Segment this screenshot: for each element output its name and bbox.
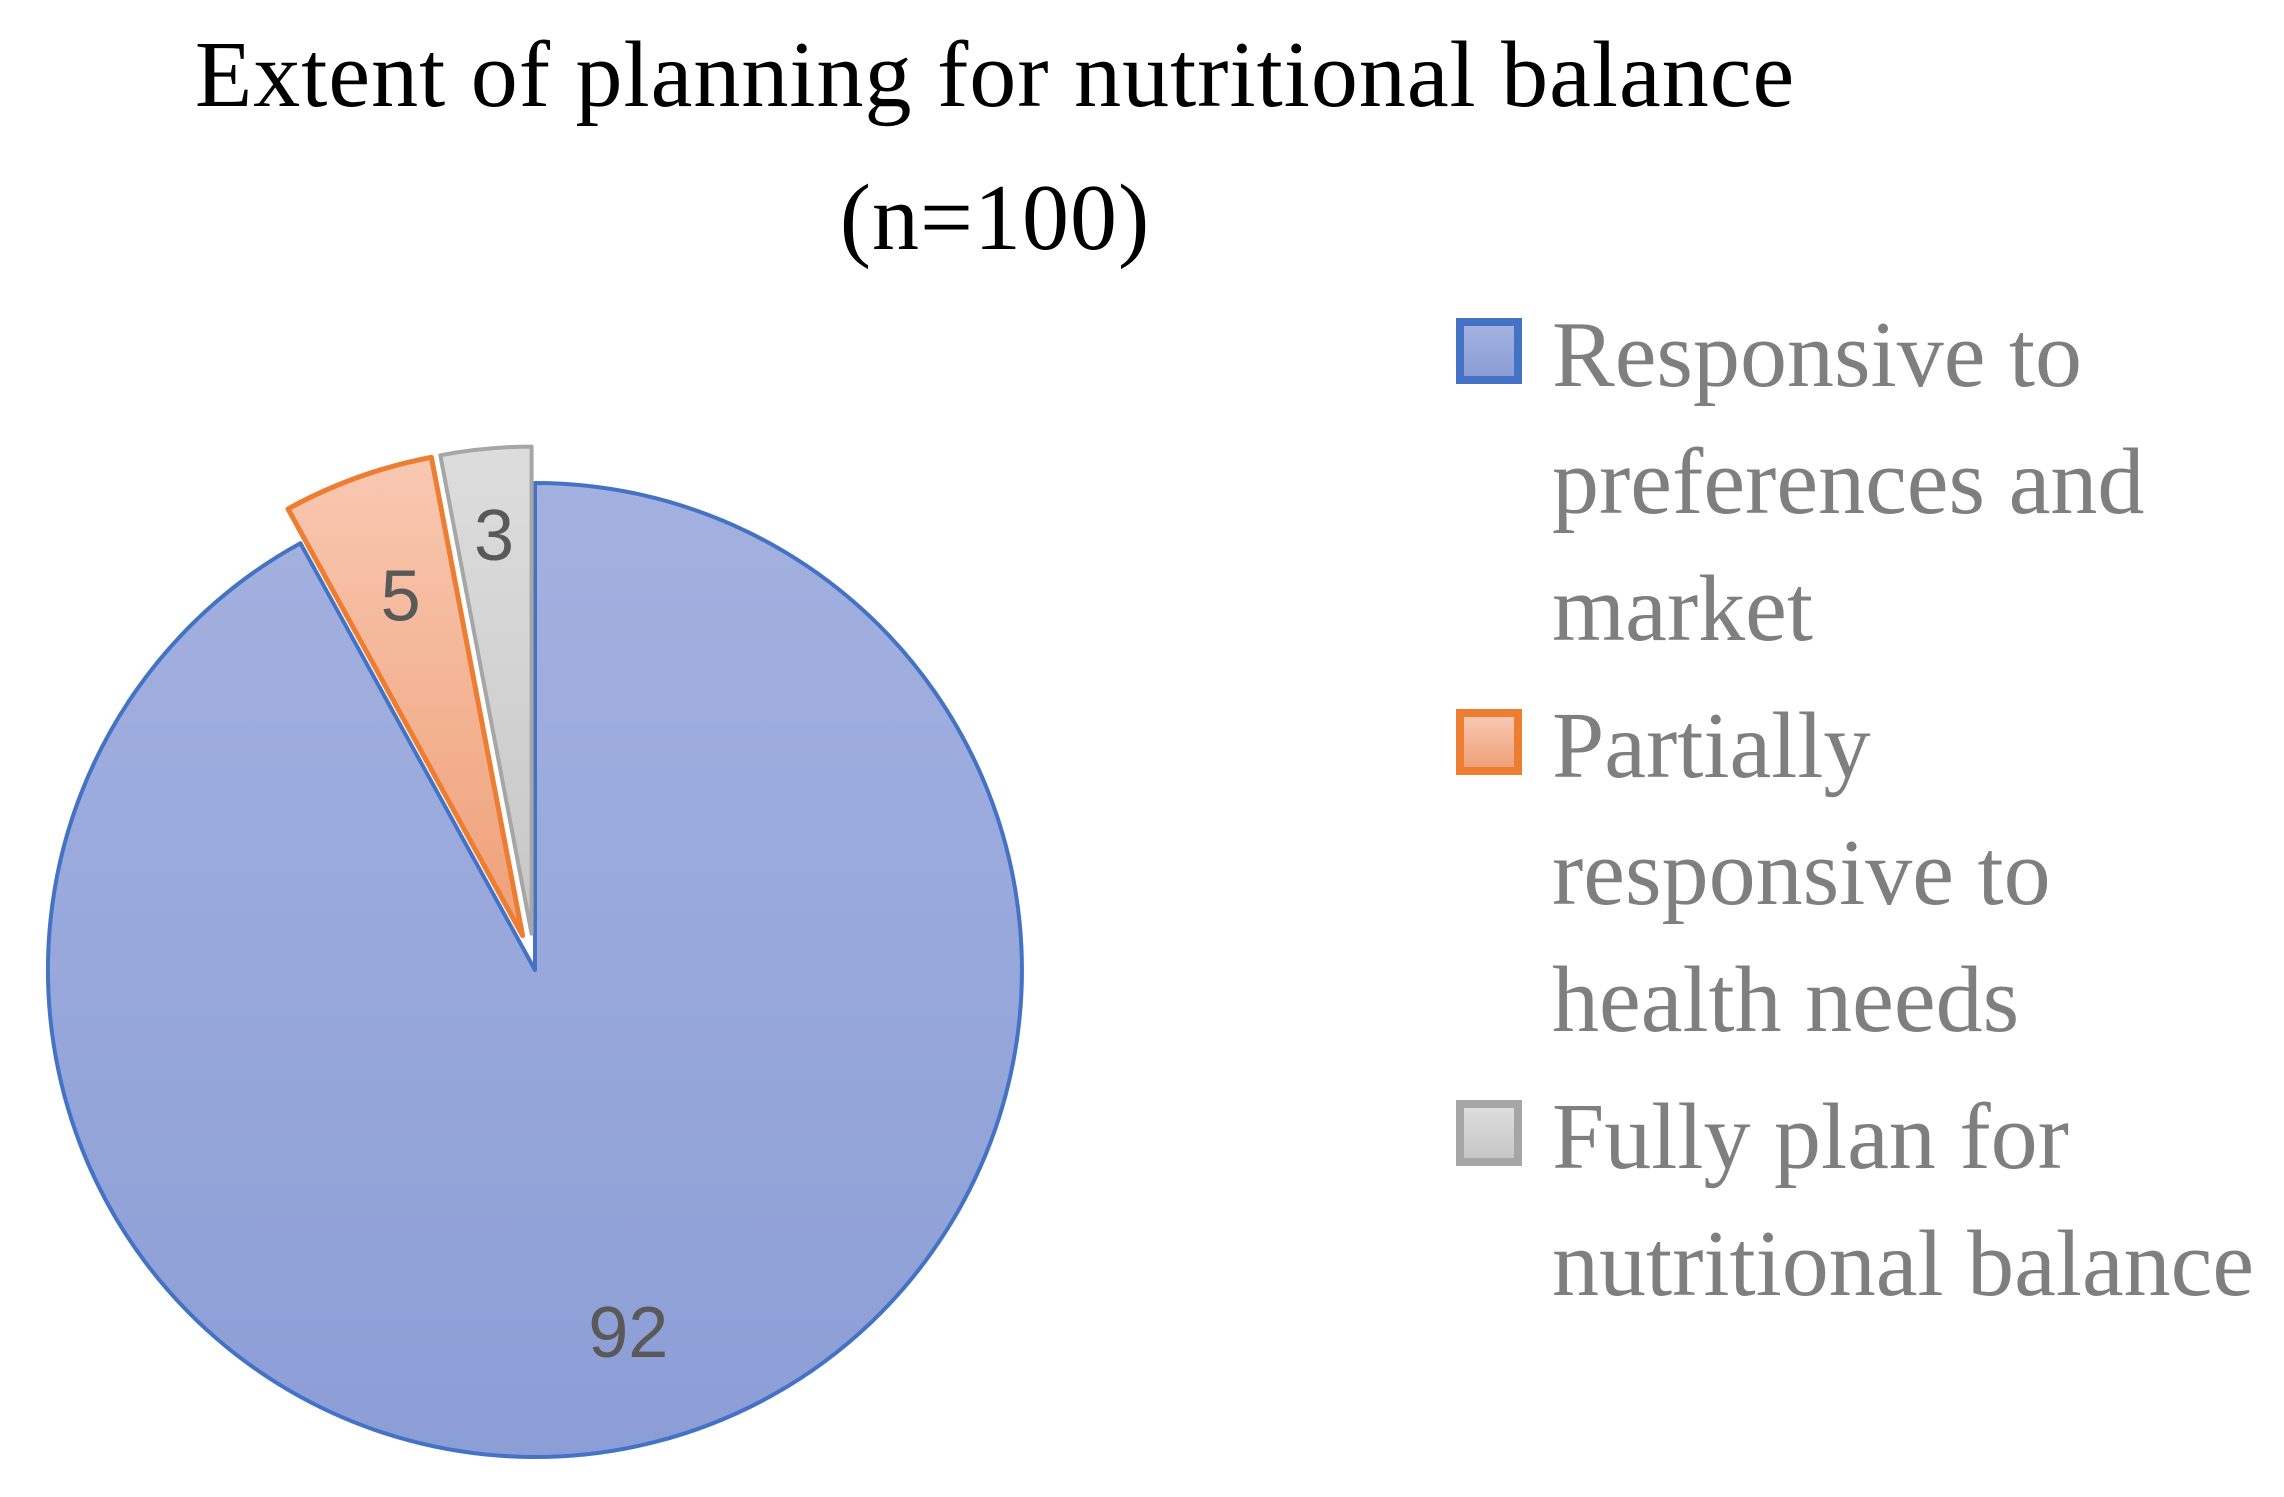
data-label-3: 3 xyxy=(474,496,514,576)
legend-label: Responsive to preferences and market xyxy=(1552,303,2145,661)
chart-title: Extent of planning for nutritional balan… xyxy=(0,4,1990,290)
data-label-2: 5 xyxy=(381,557,421,637)
data-label-1: 92 xyxy=(588,1293,668,1373)
legend-item-3: Fully plan for nutritional balance xyxy=(1456,1074,2276,1328)
chart-title-line1: Extent of planning for nutritional balan… xyxy=(194,23,1796,127)
legend-swatch-icon xyxy=(1456,1100,1522,1166)
pie-slice-1 xyxy=(46,481,1024,1459)
chart-title-line2: (n=100) xyxy=(839,166,1151,270)
legend-label: Fully plan for nutritional balance xyxy=(1552,1085,2255,1316)
legend-swatch-icon xyxy=(1456,709,1522,775)
legend-swatch-icon xyxy=(1456,318,1522,384)
pie-slice-2 xyxy=(285,454,526,939)
pie-slice-3 xyxy=(438,444,534,936)
legend-item-2: Partially responsive to health needs xyxy=(1456,683,2276,1064)
legend: Responsive to preferences and market Part… xyxy=(1456,292,2276,1338)
legend-item-1: Responsive to preferences and market xyxy=(1456,292,2276,673)
pie-chart: 92 53 xyxy=(46,444,1024,1459)
legend-label: Partially responsive to health needs xyxy=(1552,694,2051,1052)
